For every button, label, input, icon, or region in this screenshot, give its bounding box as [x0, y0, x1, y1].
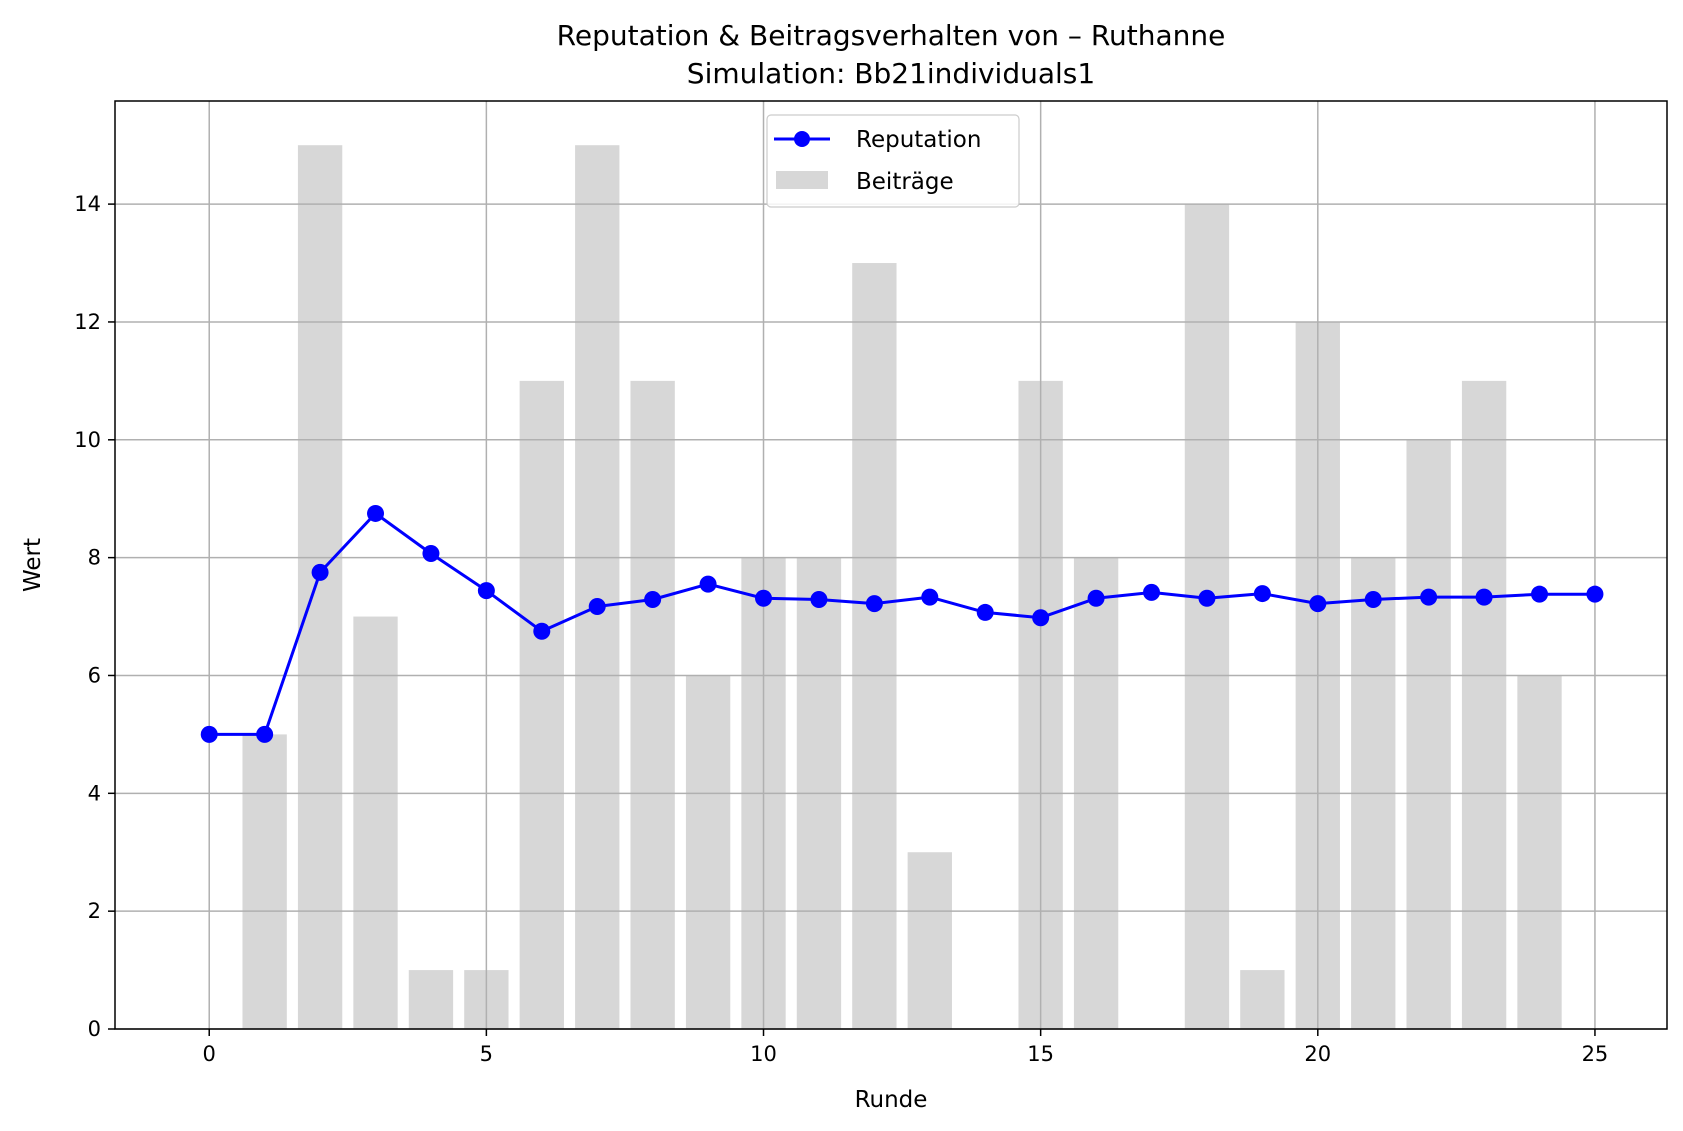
y-tick-label-6: 6: [88, 663, 101, 687]
x-tick-label-15: 15: [1027, 1042, 1054, 1066]
reputation-point-8: [644, 590, 662, 608]
reputation-point-14: [976, 603, 994, 621]
bar-round-9: [685, 675, 731, 1029]
bar-round-24: [1517, 675, 1562, 1029]
legend-beitraege-label: Beiträge: [856, 169, 954, 195]
legend-beitraege-patch: [776, 171, 828, 189]
reputation-point-0: [200, 725, 218, 743]
reputation-point-3: [367, 504, 385, 522]
x-tick-label-10: 10: [750, 1042, 777, 1066]
reputation-point-22: [1420, 588, 1438, 606]
reputation-point-15: [1032, 609, 1050, 627]
x-axis-ticks: 0 5 10 15 20 25: [203, 1029, 1609, 1066]
legend: Reputation Beiträge: [766, 114, 1020, 208]
bar-round-2: [297, 145, 343, 1029]
x-tick-label-25: 25: [1582, 1042, 1609, 1066]
x-tick-label-5: 5: [480, 1042, 493, 1066]
grid: [115, 101, 1667, 1030]
reputation-point-16: [1087, 589, 1105, 607]
reputation-point-18: [1198, 589, 1216, 607]
bar-round-23: [1461, 380, 1507, 1029]
y-tick-label-0: 0: [88, 1017, 101, 1041]
bar-round-8: [630, 380, 675, 1029]
line-series: [200, 504, 1604, 743]
reputation-point-9: [699, 575, 717, 593]
reputation-line: [209, 511, 1595, 736]
chart-title: Reputation & Beitragsverhalten von – Rut…: [557, 19, 1226, 52]
bar-round-6: [519, 380, 564, 1029]
y-tick-label-2: 2: [88, 899, 101, 923]
bar-round-13: [907, 852, 952, 1029]
reputation-point-4: [422, 545, 440, 563]
bar-round-1: [242, 734, 287, 1029]
y-axis-ticks: 0 2 4 6 8 10 12 14: [74, 192, 115, 1041]
reputation-point-19: [1253, 585, 1271, 603]
y-tick-label-14: 14: [74, 192, 101, 216]
reputation-point-13: [921, 588, 939, 606]
reputation-point-17: [1143, 583, 1161, 601]
plot-frame: [114, 100, 1668, 1030]
x-axis-label: Runde: [855, 1087, 928, 1113]
reputation-point-21: [1364, 590, 1382, 608]
y-tick-label-4: 4: [88, 781, 101, 805]
bar-round-18: [1184, 204, 1230, 1030]
reputation-point-25: [1586, 585, 1604, 603]
reputation-point-5: [477, 582, 495, 600]
reputation-point-10: [755, 589, 773, 607]
x-tick-label-20: 20: [1304, 1042, 1331, 1066]
legend-reputation-label: Reputation: [856, 127, 981, 153]
bar-round-22: [1406, 439, 1451, 1029]
y-tick-label-12: 12: [74, 310, 101, 334]
x-tick-label-0: 0: [203, 1042, 216, 1066]
reputation-point-11: [810, 590, 828, 608]
y-axis-label: Wert: [20, 538, 46, 592]
bar-round-7: [575, 145, 620, 1029]
bar-round-12: [852, 263, 897, 1029]
reputation-point-7: [588, 598, 606, 616]
legend-reputation-marker: [794, 131, 810, 147]
chart-subtitle: Simulation: Bb21individuals1: [687, 57, 1095, 90]
reputation-point-1: [256, 725, 274, 743]
bar-round-4: [408, 970, 454, 1029]
reputation-point-2: [311, 563, 329, 581]
bar-round-3: [353, 616, 398, 1029]
reputation-point-12: [865, 595, 883, 613]
bar-series: [242, 145, 1562, 1030]
reputation-point-6: [533, 622, 551, 640]
reputation-point-23: [1475, 588, 1493, 606]
y-tick-label-10: 10: [74, 428, 101, 452]
y-tick-label-8: 8: [88, 546, 101, 570]
reputation-point-20: [1309, 595, 1327, 613]
reputation-point-24: [1531, 585, 1549, 603]
bar-round-19: [1240, 970, 1285, 1029]
